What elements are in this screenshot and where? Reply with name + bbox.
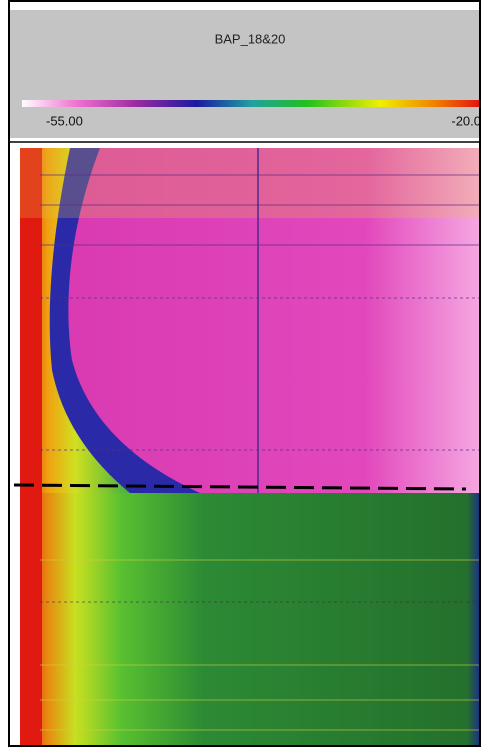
row-lines-lower	[40, 559, 481, 731]
boundary-dashed-line	[13, 483, 467, 491]
top-noise	[20, 148, 481, 218]
heatmap	[20, 148, 481, 747]
row-lines	[40, 174, 481, 451]
transition-region	[20, 148, 200, 493]
heatmap-lower	[20, 493, 481, 747]
color-scale	[22, 100, 481, 107]
edge-region	[20, 148, 130, 493]
scale-min-label: -55.00	[46, 113, 83, 128]
frame	[8, 0, 481, 747]
header-panel	[10, 10, 481, 138]
left-strip	[20, 148, 42, 747]
scale-max-label: -20.0	[451, 113, 481, 128]
panel-title: BAP_18&20	[215, 31, 286, 46]
